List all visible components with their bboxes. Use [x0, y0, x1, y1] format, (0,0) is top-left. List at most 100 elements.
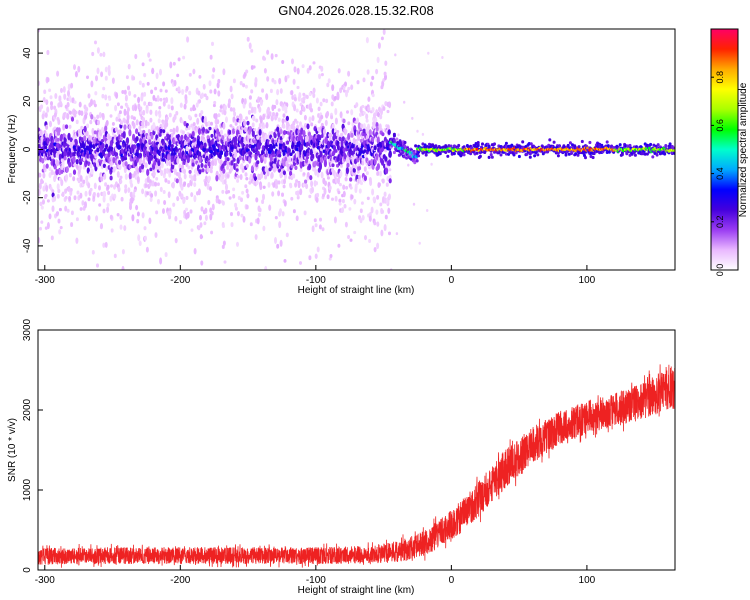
heatmap-cell — [223, 179, 227, 185]
heatmap-cell — [147, 128, 151, 134]
heatmap-cell — [226, 165, 230, 170]
heatmap-cell — [346, 89, 349, 94]
heatmap-cell — [176, 196, 180, 202]
heatmap-cell — [38, 237, 41, 244]
heatmap-cell — [68, 195, 72, 202]
heatmap-cell — [274, 53, 278, 58]
heatmap-cell — [361, 104, 365, 109]
heatmap-cell — [213, 88, 217, 95]
heatmap-cell — [121, 90, 125, 94]
heatmap-cell — [438, 152, 442, 156]
heatmap-cell — [223, 133, 227, 138]
heatmap-cell — [83, 135, 87, 142]
heatmap-cell — [236, 174, 240, 179]
heatmap-cell — [336, 163, 340, 168]
heatmap-cell — [155, 210, 159, 215]
heatmap-cell — [187, 165, 191, 170]
heatmap-cell — [388, 101, 392, 109]
heatmap-cell — [186, 157, 190, 164]
heatmap-cell — [263, 56, 267, 61]
heatmap-cell — [281, 211, 285, 217]
heatmap-cell — [272, 111, 275, 117]
heatmap-cell — [220, 129, 223, 136]
heatmap-cell — [40, 220, 44, 224]
heatmap-cell — [216, 128, 220, 135]
heatmap-cell — [180, 184, 184, 191]
heatmap-cell — [198, 75, 202, 79]
heatmap-cell — [384, 101, 388, 107]
heatmap-cell — [353, 230, 357, 235]
heatmap-cell — [91, 127, 95, 135]
heatmap-cell — [143, 226, 147, 231]
heatmap-cell — [79, 160, 83, 166]
heatmap-cell — [365, 118, 369, 123]
heatmap-cell — [600, 143, 604, 147]
heatmap-cell — [146, 191, 150, 196]
heatmap-cell — [401, 151, 405, 155]
heatmap-cell — [552, 140, 556, 144]
heatmap-cell — [42, 172, 46, 179]
heatmap-cell — [314, 253, 318, 259]
heatmap-cell — [91, 150, 95, 155]
heatmap-cell — [141, 121, 145, 127]
heatmap-cell — [87, 215, 91, 221]
heatmap-cell — [367, 106, 371, 112]
heatmap-cell — [271, 191, 275, 197]
heatmap-cell — [376, 242, 380, 250]
heatmap-cell — [281, 192, 284, 197]
heatmap-cell — [55, 168, 59, 176]
heatmap-cell — [371, 93, 375, 98]
heatmap-cell — [213, 100, 217, 105]
heatmap-cell — [529, 142, 533, 146]
heatmap-cell — [172, 202, 176, 207]
heatmap-cell — [133, 144, 137, 150]
heatmap-cell — [283, 259, 287, 263]
heatmap-cell — [385, 182, 389, 187]
heatmap-cell — [58, 207, 62, 212]
heatmap-cell — [63, 136, 67, 144]
heatmap-cell — [181, 119, 184, 124]
heatmap-cell — [210, 121, 213, 126]
heatmap-cell — [170, 97, 174, 105]
heatmap-cell — [103, 173, 107, 180]
heatmap-cell — [262, 113, 266, 120]
heatmap-cell — [56, 159, 60, 167]
heatmap-cell — [187, 182, 190, 188]
heatmap-cell — [142, 159, 146, 165]
heatmap-cell — [216, 119, 220, 125]
heatmap-cell — [355, 102, 359, 108]
heatmap-cell — [74, 110, 78, 115]
heatmap-cell — [53, 165, 57, 170]
heatmap-cell — [193, 195, 197, 203]
heatmap-cell — [246, 36, 250, 42]
heatmap-cell — [548, 138, 552, 142]
heatmap-cell — [452, 152, 456, 156]
colorbar-tick-label: 0.4 — [715, 167, 725, 180]
heatmap-cell — [162, 208, 165, 215]
heatmap-cell — [279, 239, 283, 247]
heatmap-cell — [81, 201, 85, 206]
heatmap-cell — [279, 129, 283, 135]
heatmap-cell — [243, 120, 247, 127]
heatmap-cell — [51, 189, 55, 194]
heatmap-cell — [318, 224, 322, 230]
heatmap-cell — [73, 195, 77, 201]
heatmap-cell — [374, 117, 378, 123]
heatmap-cell — [118, 110, 122, 115]
heatmap-cell — [247, 109, 251, 115]
heatmap-cell — [324, 119, 328, 127]
heatmap-cell — [98, 111, 102, 119]
heatmap-cell — [183, 181, 187, 186]
snr-frame — [37, 329, 676, 571]
heatmap-cell — [62, 86, 66, 93]
heatmap-cell — [342, 147, 346, 153]
heatmap-cell — [85, 130, 89, 137]
heatmap-cell — [645, 152, 649, 156]
heatmap-cell — [160, 169, 164, 177]
heatmap-cell — [375, 125, 379, 132]
heatmap-cell — [206, 135, 210, 139]
heatmap-cell — [78, 101, 82, 108]
heatmap-cell — [320, 65, 324, 72]
heatmap-cell — [110, 184, 113, 188]
heatmap-cell — [208, 80, 212, 87]
